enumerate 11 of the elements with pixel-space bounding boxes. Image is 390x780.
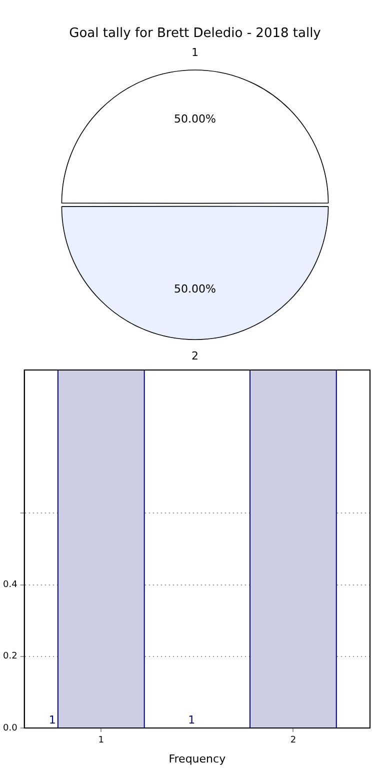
slice-label: 1: [192, 46, 198, 59]
data-label: 50.00%: [174, 112, 216, 126]
annotation: 1: [188, 713, 196, 726]
slice-label: 2: [192, 349, 198, 362]
chart-title: Goal tally for Brett Deledio - 2018 tally: [69, 26, 322, 42]
annotation: 1: [48, 713, 56, 726]
y-tick-label: 0.4: [2, 580, 18, 590]
x-axis-title: Frequency: [168, 752, 226, 766]
y-tick-label: 0.0: [2, 723, 18, 734]
data-label: 50.00%: [174, 282, 216, 296]
y-tick-label: 0.2: [2, 652, 18, 662]
